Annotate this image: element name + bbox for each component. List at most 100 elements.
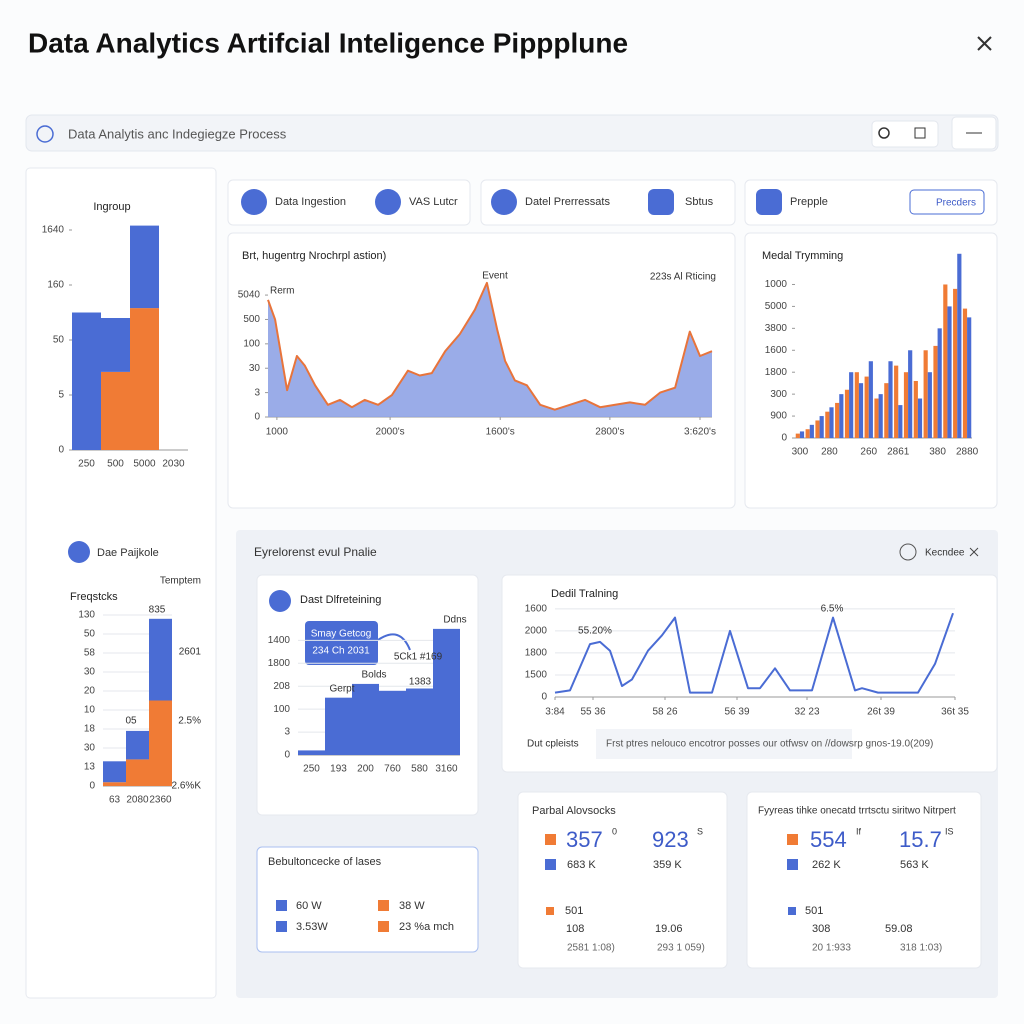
bar-segment xyxy=(126,759,149,786)
x-tick-label: 1600's xyxy=(486,427,515,438)
y-tick-label: 58 xyxy=(84,648,96,659)
legend-label: 3.53W xyxy=(296,921,328,933)
x-tick-label: 3160 xyxy=(435,764,458,775)
x-tick-label: 300 xyxy=(792,447,809,458)
toolbar-tools[interactable] xyxy=(871,120,939,148)
tooltip-arrow xyxy=(377,633,411,651)
chart-title: Ingroup xyxy=(93,201,130,213)
kpi-pair: 108 xyxy=(566,923,584,935)
annotation: 55.20% xyxy=(578,626,612,637)
section-close[interactable] xyxy=(969,547,979,557)
kpi-sub: 683 K xyxy=(567,859,596,871)
annotation: 2.5% xyxy=(178,716,201,727)
bar-segment xyxy=(101,371,130,450)
x-tick-label: 5000 xyxy=(133,459,156,470)
bar-segment xyxy=(126,730,149,760)
kpi-swatch xyxy=(546,907,554,915)
y-tick-label: 30 xyxy=(84,743,96,754)
x-tick-label: 250 xyxy=(303,764,320,775)
tab-button-label[interactable]: Precders xyxy=(936,198,976,209)
kpi-value: 15.7 xyxy=(899,827,942,852)
bar xyxy=(913,380,918,438)
card-icon xyxy=(269,590,291,612)
x-tick-label: 32 23 xyxy=(794,707,819,718)
annotation: 2601 xyxy=(179,647,202,658)
tooltip xyxy=(305,621,378,665)
kpi-pair: 308 xyxy=(812,923,830,935)
legend-title: Bebultoncecke of lases xyxy=(268,856,382,868)
kpi-value: 923 xyxy=(652,827,689,852)
bar xyxy=(908,350,913,438)
bar xyxy=(379,690,406,755)
kpi-swatch xyxy=(787,834,798,845)
x-tick-label: 2880 xyxy=(956,447,979,458)
kpi-row: 501 xyxy=(805,905,823,917)
x-tick-label: 55 36 xyxy=(580,707,605,718)
kpi-unit: If xyxy=(856,826,862,836)
bar xyxy=(947,306,952,438)
bar xyxy=(957,253,962,438)
tab-icon xyxy=(491,189,517,215)
x-tick-label: 2861 xyxy=(887,447,910,458)
y-tick-label: 50 xyxy=(53,335,65,346)
toolbar-text: Data Analytis anc Indegiegze Process xyxy=(68,126,287,141)
bar xyxy=(325,697,352,755)
bar xyxy=(298,750,325,755)
kpi-unit: S xyxy=(697,826,703,836)
bar xyxy=(917,398,923,438)
kpi-swatch xyxy=(545,834,556,845)
y-tick-label: 5 xyxy=(58,390,64,401)
y-tick-label: 0 xyxy=(781,433,787,444)
annotation: 5Ck1 #169 xyxy=(394,652,443,663)
annotation: Bolds xyxy=(361,670,386,681)
kpi-foot: 20 1:933 xyxy=(812,943,851,954)
y-tick-label: 1000 xyxy=(765,279,788,290)
chart-title: Brt, hugentrg Nrochrpl astion) xyxy=(242,250,386,262)
tab-icon xyxy=(648,189,674,215)
line xyxy=(267,281,713,411)
tab-icon xyxy=(241,189,267,215)
annotation: 223s Al Rticing xyxy=(650,272,716,283)
kpi-row: 501 xyxy=(565,905,583,917)
close-button[interactable] xyxy=(977,36,992,51)
info-text: Frst ptres nelouco encotror posses our o… xyxy=(606,739,933,750)
bar xyxy=(943,284,948,438)
annotation: Smay Getcog xyxy=(311,629,372,640)
search-icon[interactable] xyxy=(878,127,890,139)
annotation: 6.5% xyxy=(821,604,844,615)
y-tick-label: 1500 xyxy=(525,670,548,681)
bar xyxy=(854,372,859,438)
tab-button[interactable] xyxy=(909,189,985,215)
y-tick-label: 10 xyxy=(84,705,96,716)
y-tick-label: 3 xyxy=(284,727,290,738)
y-tick-label: 0 xyxy=(58,445,64,456)
kpi-title: Fyyreas tihke onecatd trrtsctu siritwo N… xyxy=(758,806,956,817)
bar xyxy=(874,398,879,438)
y-tick-label: 5000 xyxy=(765,301,788,312)
y-tick-label: 100 xyxy=(243,338,260,349)
bar-segment xyxy=(101,318,130,372)
x-tick-label: 2030 xyxy=(162,459,185,470)
bar xyxy=(967,317,972,438)
bar xyxy=(825,411,830,438)
share-icon[interactable] xyxy=(914,127,926,139)
bar xyxy=(433,628,460,755)
legend-label: 60 W xyxy=(296,900,322,912)
y-tick-label: 1640 xyxy=(42,225,65,236)
bar xyxy=(933,345,938,438)
y-tick-label: 208 xyxy=(273,681,290,692)
kpi-pair: 19.06 xyxy=(655,923,683,935)
kpi-foot: 2581 1:08) xyxy=(567,943,615,954)
annotation: Rerm xyxy=(270,286,294,297)
side-label: Dae Paijkole xyxy=(97,547,159,559)
legend-card xyxy=(256,846,479,953)
y-tick-label: 2000 xyxy=(525,626,548,637)
tab[interactable] xyxy=(227,179,471,226)
kpi-unit: 0 xyxy=(612,826,617,836)
y-tick-label: 3 xyxy=(254,387,260,398)
y-tick-label: 13 xyxy=(84,762,96,773)
section-icon[interactable] xyxy=(899,543,917,561)
bar-segment xyxy=(103,761,126,783)
y-tick-label: 1600 xyxy=(525,603,548,614)
section-action[interactable]: Kecndee xyxy=(925,548,965,559)
